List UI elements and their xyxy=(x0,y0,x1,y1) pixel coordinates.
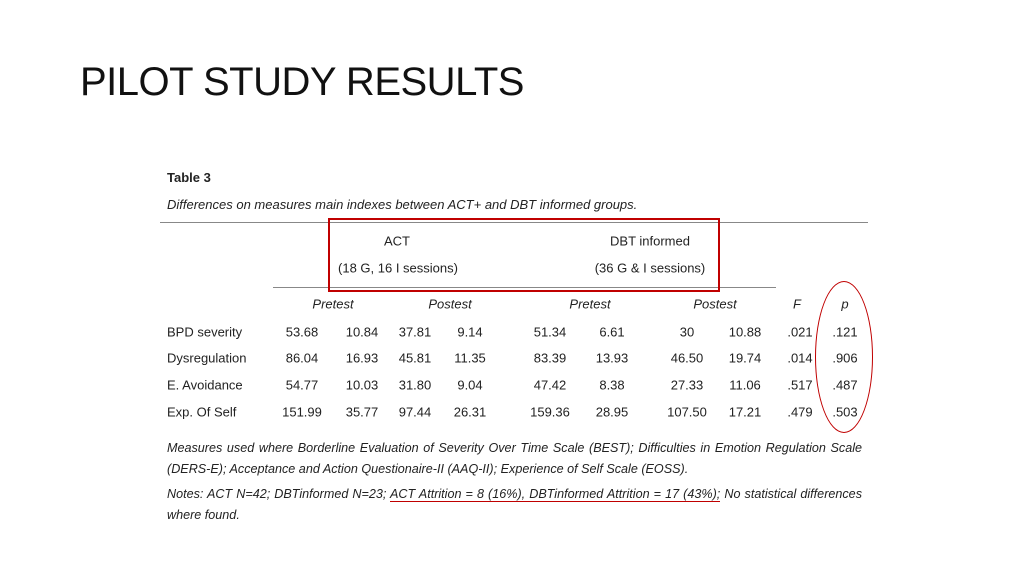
table-cell: 10.03 xyxy=(345,377,379,393)
table-cell: 37.81 xyxy=(398,324,432,340)
row-label: Dysregulation xyxy=(167,350,247,366)
table-cell: 11.35 xyxy=(454,350,486,366)
group-act: ACT xyxy=(384,233,410,249)
notes-prefix: Notes: ACT N=42; DBTinformed N=23; xyxy=(167,487,390,501)
slide-title: PILOT STUDY RESULTS xyxy=(80,60,524,104)
group-dbt-sessions: (36 G & I sessions) xyxy=(594,260,706,276)
p-column-ellipse xyxy=(815,281,873,433)
table-cell: 97.44 xyxy=(398,404,432,420)
table-cell: .479 xyxy=(787,404,813,420)
table-cell: .021 xyxy=(787,324,813,340)
table-cell: 35.77 xyxy=(345,404,379,420)
table-cell: 54.77 xyxy=(285,377,319,393)
table-cell: 47.42 xyxy=(533,377,567,393)
table-cell: 17.21 xyxy=(728,404,762,420)
table-cell: 86.04 xyxy=(285,350,319,366)
table-cell: 11.06 xyxy=(729,377,761,393)
subheader-pretest: Pretest xyxy=(569,296,611,312)
subheader-pretest: Pretest xyxy=(312,296,354,312)
group-act-sessions: (18 G, 16 I sessions) xyxy=(338,260,458,276)
table-cell: .014 xyxy=(787,350,813,366)
row-label: BPD severity xyxy=(167,324,243,340)
row-label: E. Avoidance xyxy=(167,377,243,393)
table-cell: 19.74 xyxy=(728,350,762,366)
table-cell: 13.93 xyxy=(595,350,629,366)
table-label: Table 3 xyxy=(167,170,211,185)
notes-suffix: No statistical differences where found. xyxy=(167,487,862,522)
notes-attrition: ACT Attrition = 8 (16%), DBTinformed Att… xyxy=(390,487,721,502)
header-rule xyxy=(273,287,776,288)
table-cell: 9.14 xyxy=(457,324,483,340)
group-dbt: DBT informed xyxy=(610,233,690,249)
table-cell: 53.68 xyxy=(285,324,319,340)
table-cell: 16.93 xyxy=(345,350,379,366)
table-cell: 45.81 xyxy=(398,350,432,366)
table-cell: 6.61 xyxy=(599,324,625,340)
table-top-rule xyxy=(160,222,868,223)
table-cell: 8.38 xyxy=(599,377,625,393)
table-cell: 51.34 xyxy=(533,324,567,340)
table-cell: 10.84 xyxy=(345,324,379,340)
table-cell: 30 xyxy=(679,324,695,340)
table-caption: Differences on measures main indexes bet… xyxy=(167,197,638,212)
subheader-postest: Postest xyxy=(693,296,737,312)
table-cell: 31.80 xyxy=(398,377,432,393)
notes: Notes: ACT N=42; DBTinformed N=23; ACT A… xyxy=(167,484,862,526)
row-label: Exp. Of Self xyxy=(167,404,237,420)
table-cell: 151.99 xyxy=(282,404,322,420)
table-cell: 28.95 xyxy=(595,404,629,420)
table-cell: 46.50 xyxy=(670,350,704,366)
table-cell: 26.31 xyxy=(453,404,487,420)
subheader-postest: Postest xyxy=(428,296,472,312)
table-cell: 10.88 xyxy=(728,324,762,340)
table-cell: 107.50 xyxy=(667,404,707,420)
group-highlight-box xyxy=(328,218,720,292)
table-cell: .517 xyxy=(787,377,813,393)
subheader-f: F xyxy=(793,296,801,312)
table-cell: 9.04 xyxy=(457,377,483,393)
measures-note: Measures used where Borderline Evaluatio… xyxy=(167,441,862,476)
table-cell: 27.33 xyxy=(670,377,704,393)
table-cell: 83.39 xyxy=(533,350,567,366)
table-cell: 159.36 xyxy=(530,404,570,420)
